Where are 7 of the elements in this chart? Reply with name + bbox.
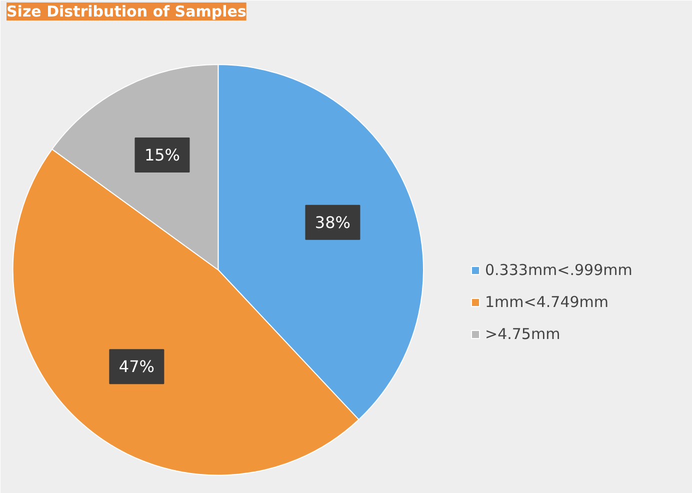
legend-label: 0.333mm<.999mm (485, 261, 632, 279)
data-label: 15% (144, 145, 180, 164)
chart-title: Size Distribution of Samples (6, 2, 246, 20)
data-label: 47% (118, 357, 154, 376)
legend-label: 1mm<4.749mm (485, 293, 609, 311)
data-label: 38% (314, 212, 350, 232)
legend-label: >4.75mm (485, 325, 560, 343)
